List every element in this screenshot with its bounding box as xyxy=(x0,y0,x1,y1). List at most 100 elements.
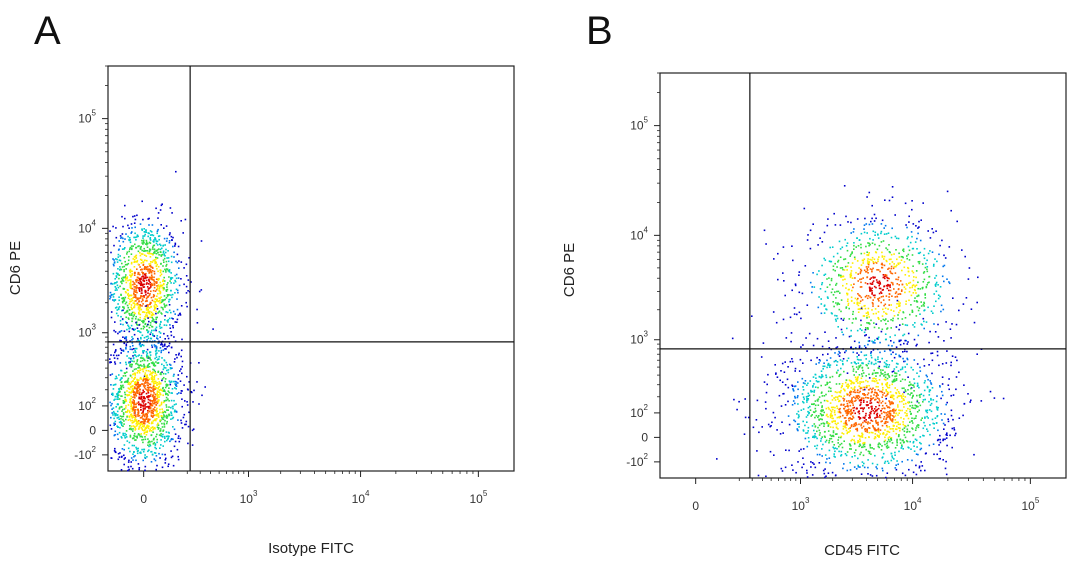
event-dot xyxy=(834,262,836,265)
event-dot xyxy=(130,284,132,286)
event-dot xyxy=(883,275,886,278)
event-dot xyxy=(829,462,831,464)
event-dot xyxy=(839,352,841,354)
event-dot xyxy=(138,420,140,422)
event-dot xyxy=(137,433,140,436)
event-dot xyxy=(880,292,883,294)
event-dot xyxy=(834,291,836,293)
event-dot xyxy=(141,415,144,418)
event-dot xyxy=(180,355,182,358)
event-dot xyxy=(948,246,951,248)
event-dot xyxy=(165,406,168,408)
event-dot xyxy=(931,418,934,421)
event-dot xyxy=(894,419,897,421)
event-dot xyxy=(858,423,860,426)
event-dot xyxy=(163,415,166,417)
event-dot xyxy=(852,370,855,372)
event-dot xyxy=(837,411,840,413)
event-dot xyxy=(872,305,874,307)
event-dot xyxy=(870,283,873,285)
event-dot xyxy=(112,410,115,413)
event-dot xyxy=(164,343,166,346)
event-dot xyxy=(912,395,914,398)
event-dot xyxy=(169,367,172,370)
event-dot xyxy=(142,379,144,382)
event-dot xyxy=(932,312,934,314)
event-dot xyxy=(162,283,165,286)
event-dot xyxy=(884,274,886,276)
event-dot xyxy=(902,393,904,395)
event-dot xyxy=(731,337,734,340)
event-dot xyxy=(940,310,942,313)
event-dot xyxy=(917,227,919,229)
event-dot xyxy=(901,428,904,431)
event-dot xyxy=(116,281,118,283)
event-dot xyxy=(163,280,166,282)
event-dot xyxy=(894,272,897,274)
event-dot xyxy=(826,422,828,424)
event-dot xyxy=(142,303,144,305)
event-dot xyxy=(868,373,870,376)
event-dot xyxy=(905,440,908,442)
event-dot xyxy=(855,468,858,470)
event-dot xyxy=(145,416,148,419)
event-dot xyxy=(916,295,918,298)
event-dot xyxy=(886,327,889,329)
event-dot xyxy=(901,366,904,369)
event-dot xyxy=(159,281,162,284)
event-dot xyxy=(152,431,154,433)
event-dot xyxy=(157,422,159,425)
event-dot xyxy=(884,319,886,322)
event-dot xyxy=(875,416,878,419)
event-dot xyxy=(811,462,814,464)
event-dot xyxy=(813,463,815,465)
event-dot xyxy=(140,354,143,357)
event-dot xyxy=(941,383,944,385)
event-dot xyxy=(109,297,111,300)
event-dot xyxy=(813,286,816,288)
event-dot xyxy=(160,244,162,247)
event-dot xyxy=(897,463,899,466)
event-dot xyxy=(859,300,862,302)
event-dot xyxy=(832,406,834,409)
event-dot xyxy=(814,373,817,376)
event-dot xyxy=(156,359,159,361)
event-dot xyxy=(133,258,136,261)
event-dot xyxy=(829,364,832,366)
event-dot xyxy=(139,331,141,333)
event-dot xyxy=(933,453,935,456)
event-dot xyxy=(125,321,127,323)
event-dot xyxy=(125,436,128,438)
event-dot xyxy=(828,457,831,459)
event-dot xyxy=(832,268,835,271)
event-dot xyxy=(132,370,134,372)
event-dot xyxy=(168,270,170,272)
event-dot xyxy=(142,241,145,244)
event-dot xyxy=(859,466,861,468)
event-dot xyxy=(146,359,149,362)
event-dot xyxy=(871,301,874,304)
event-dot xyxy=(145,375,147,378)
event-dot xyxy=(123,269,125,271)
event-dot xyxy=(884,395,887,397)
event-dot xyxy=(150,377,153,379)
event-dot xyxy=(128,294,131,297)
event-dot xyxy=(879,287,882,290)
event-dot xyxy=(162,418,165,421)
event-dot xyxy=(933,305,935,307)
event-dot xyxy=(113,262,116,264)
event-dot xyxy=(818,296,820,298)
event-dot xyxy=(870,354,872,357)
event-dot xyxy=(164,367,167,369)
event-dot xyxy=(919,441,921,444)
event-dot xyxy=(130,425,133,428)
event-dot xyxy=(883,227,885,229)
event-dot xyxy=(797,416,800,419)
event-dot xyxy=(138,304,141,306)
event-dot xyxy=(850,274,853,277)
event-dot xyxy=(186,388,189,390)
event-dot xyxy=(857,441,860,443)
event-dot xyxy=(923,382,926,384)
event-dot xyxy=(138,272,140,274)
event-dot xyxy=(875,391,877,394)
